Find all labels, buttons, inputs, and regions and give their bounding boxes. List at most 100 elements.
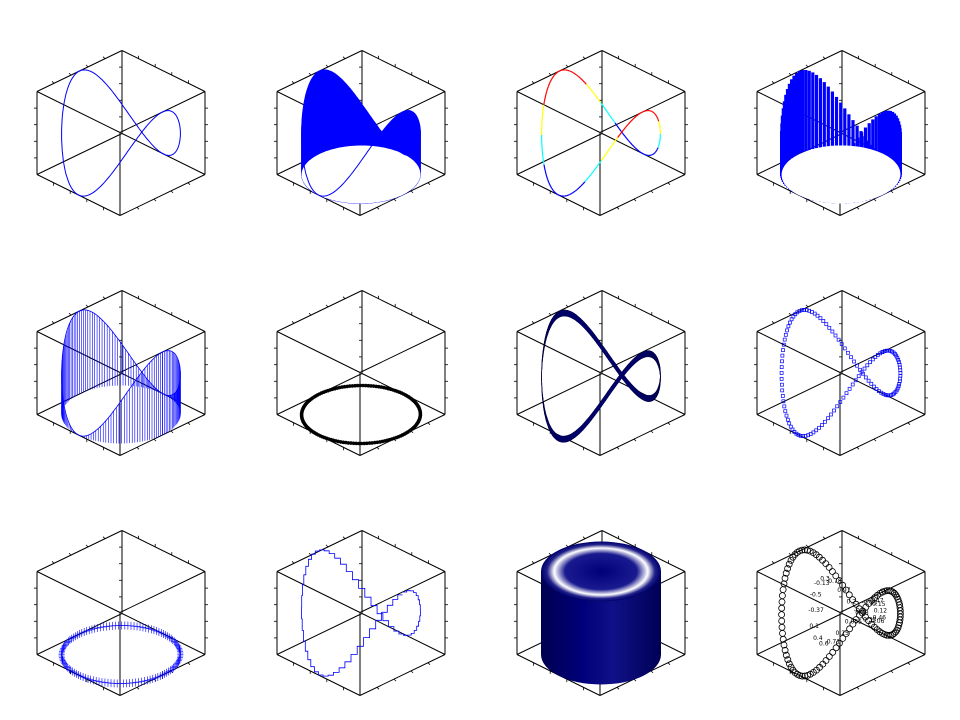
box-edge (36, 530, 123, 572)
bar (883, 110, 887, 194)
tube-top (541, 541, 661, 602)
bar (839, 102, 843, 146)
label-marker (829, 568, 836, 575)
ribbon-segment (608, 353, 612, 365)
square-marker (818, 316, 823, 321)
square-marker (781, 342, 786, 347)
dot (400, 433, 405, 437)
dot (374, 384, 379, 389)
axis-tick (85, 544, 89, 548)
square-marker (780, 388, 785, 393)
label-marker (832, 644, 840, 652)
series-segment (654, 114, 657, 116)
axis-tick (153, 198, 157, 202)
axis-tick (873, 198, 877, 202)
ribbon-segment (632, 357, 635, 367)
label-marker (822, 560, 830, 567)
ribbon-segment (612, 359, 616, 370)
box-edge (599, 174, 686, 216)
ribbon-segment (601, 396, 604, 408)
axis-tick (633, 198, 637, 202)
axis-tick (548, 312, 552, 316)
square-marker (895, 386, 900, 391)
dot (346, 441, 351, 445)
axis-tick (136, 207, 140, 210)
series-segment (572, 71, 575, 75)
value-label: 0.25 (836, 630, 850, 637)
value-label: -0.5 (810, 592, 822, 599)
series-segment (592, 168, 596, 173)
label-marker (782, 569, 790, 577)
box-edge (839, 331, 926, 373)
square-marker (897, 379, 902, 384)
ribbon-segment (574, 313, 577, 322)
axis-tick (308, 312, 312, 316)
series-segment (566, 194, 569, 197)
axis-tick (325, 304, 329, 308)
series-segment (615, 137, 619, 141)
square-marker (782, 404, 787, 409)
bar (814, 74, 819, 149)
series-segment (604, 151, 609, 156)
ribbon-segment (590, 328, 593, 339)
square-marker (780, 353, 785, 358)
ribbon-segment (628, 380, 631, 390)
value-label: 0.97 (837, 587, 851, 594)
ribbon-segment (588, 413, 592, 424)
value-label: 0.88 (855, 610, 869, 617)
ribbon-segment (566, 434, 569, 443)
box-edge (599, 414, 686, 456)
axis-tick (582, 536, 586, 539)
label-marker (839, 635, 847, 642)
series-segment (598, 99, 602, 103)
axis-tick (153, 438, 157, 442)
ribbon-segment (613, 379, 616, 391)
axis-tick (856, 207, 860, 210)
ribbon-segment (627, 362, 630, 373)
subplot-8 (754, 290, 928, 456)
label-marker (849, 620, 857, 628)
square-marker (781, 348, 785, 352)
ribbon-segment (630, 382, 633, 392)
series-segment (612, 119, 616, 124)
area-segment (352, 90, 355, 147)
series-segment (657, 146, 660, 148)
label-marker (856, 611, 863, 619)
label-marker (779, 592, 786, 599)
series-segment (544, 171, 547, 175)
series-segment (574, 73, 577, 76)
stem-tips (61, 309, 181, 437)
value-label: 0.6 (819, 641, 829, 648)
series-segment (553, 73, 556, 77)
axis-tick (187, 662, 191, 665)
value-label: -0.47 (868, 598, 884, 605)
axis-tick (531, 81, 535, 84)
series-segment (580, 183, 584, 187)
square-marker (847, 386, 852, 391)
series-segment (642, 110, 645, 113)
ribbon-segment (634, 355, 637, 365)
square-marker (832, 408, 836, 413)
axis-tick (376, 207, 380, 210)
label-marker (825, 653, 833, 660)
square-marker (897, 382, 902, 386)
value-label: 0.46 (873, 615, 887, 622)
square-marker (830, 329, 835, 334)
value-label: -0.33 (862, 600, 878, 607)
series-segment (543, 101, 545, 105)
label-marker (787, 557, 795, 564)
series-segment (629, 142, 633, 146)
label-marker (825, 564, 833, 571)
series-segment (578, 185, 582, 189)
label-marker (804, 546, 811, 554)
bar (880, 112, 885, 195)
bar (787, 83, 791, 161)
dot (355, 383, 360, 388)
series-segment (651, 153, 654, 156)
ribbon-segment (578, 425, 582, 435)
series-segment (656, 116, 659, 119)
box-edge (601, 290, 686, 332)
box-edge (841, 50, 926, 92)
box-edge (841, 290, 926, 332)
square-marker (782, 337, 787, 342)
